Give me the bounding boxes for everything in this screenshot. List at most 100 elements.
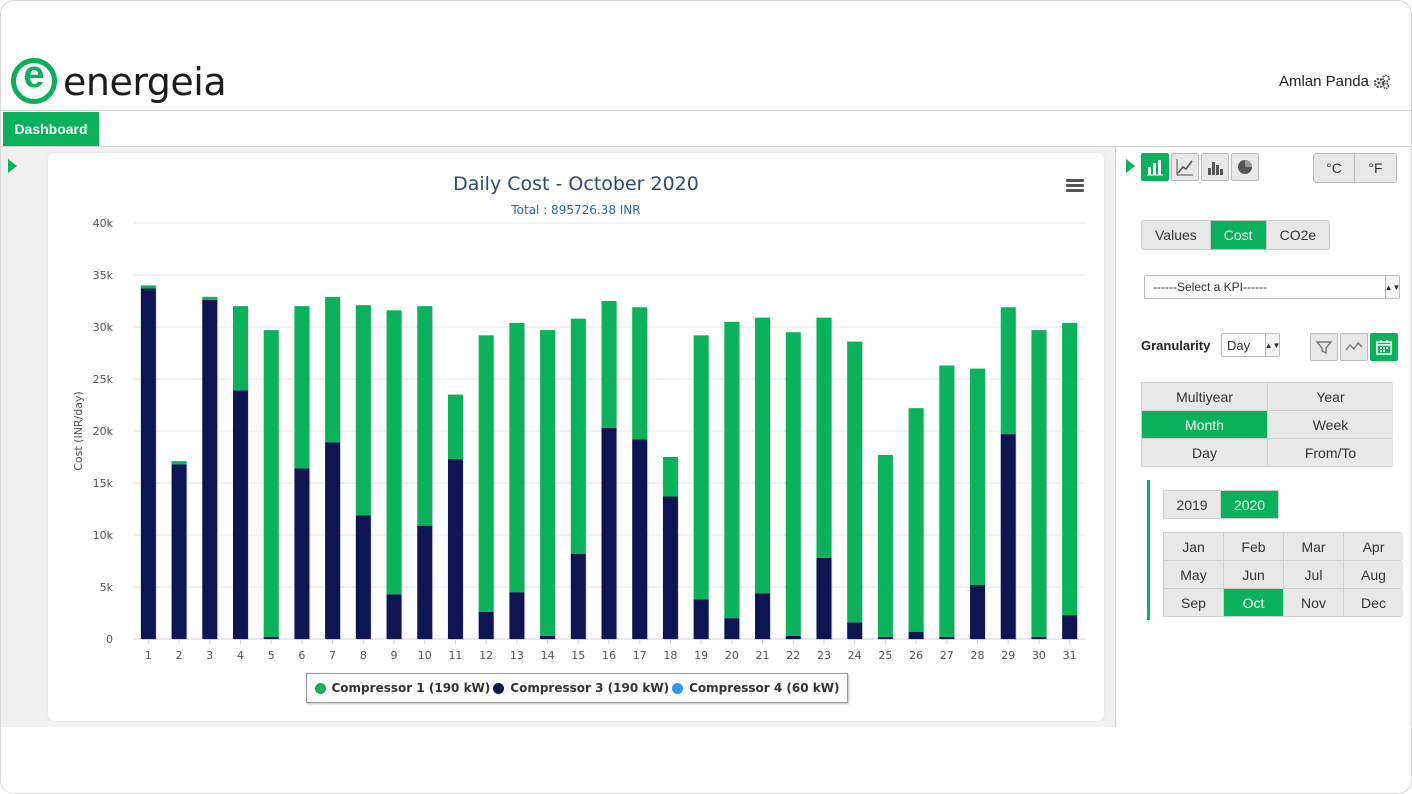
bar-segment [478, 335, 494, 612]
bar-segment [1031, 330, 1047, 637]
month-dec-button[interactable]: Dec [1344, 589, 1403, 616]
month-aug-button[interactable]: Aug [1344, 561, 1403, 588]
bar-segment [970, 584, 986, 639]
period-tab-from-to[interactable]: From/To [1268, 439, 1393, 466]
month-grid: Jan Feb Mar Apr May Jun Jul Aug Sep Oct … [1163, 532, 1403, 617]
month-jan-button[interactable]: Jan [1164, 533, 1223, 560]
bar-segment [755, 317, 771, 594]
bar-segment [386, 310, 402, 595]
chart-menu-icon[interactable] [1066, 179, 1084, 193]
x-tick-label: 10 [418, 649, 432, 662]
pie-chart-button[interactable] [1231, 153, 1259, 181]
kpi-select[interactable]: ------Select a KPI------ ▲▼ [1144, 275, 1400, 299]
bar-segment [693, 599, 709, 639]
content-area: 0 5k 10k 15k 20k 25k 30k 35k 40k Cost (INR/day) 1 2… [1, 147, 1411, 727]
month-oct-button[interactable]: Oct [1224, 589, 1283, 616]
month-feb-button[interactable]: Feb [1224, 533, 1283, 560]
bar-segment [601, 427, 617, 639]
x-tick-label: 3 [206, 649, 213, 662]
bar-segment [908, 408, 924, 632]
period-tab-week[interactable]: Week [1268, 411, 1393, 438]
calendar-button[interactable] [1370, 333, 1398, 361]
x-tick-label: 19 [694, 649, 708, 662]
bar-segment [509, 322, 525, 593]
month-nov-button[interactable]: Nov [1284, 589, 1343, 616]
bar-chart-button[interactable] [1201, 153, 1229, 181]
line-chart-icon [1176, 159, 1193, 176]
x-tick-label: 13 [510, 649, 524, 662]
line-chart-button[interactable] [1171, 153, 1199, 181]
filter-icon [1315, 341, 1333, 355]
x-tick-label: 30 [1032, 649, 1046, 662]
logo[interactable]: e energeia [11, 54, 227, 106]
month-apr-button[interactable]: Apr [1344, 533, 1403, 560]
bar-segment [140, 285, 156, 289]
stacked-bar-chart-button[interactable] [1141, 153, 1169, 181]
stacked-bar-chart-icon [1147, 160, 1163, 176]
legend-item-compressor-4[interactable]: Compressor 4 (60 kW) [672, 681, 839, 695]
side-panel-toggle-icon[interactable] [1126, 159, 1135, 173]
bar-segment [816, 317, 832, 558]
year-2020-button[interactable]: 2020 [1221, 491, 1278, 518]
filter-button[interactable] [1310, 333, 1338, 361]
period-tab-year[interactable]: Year [1268, 383, 1393, 410]
user-menu[interactable]: Amlan Panda [1279, 73, 1391, 90]
tab-cost[interactable]: Cost [1210, 221, 1267, 249]
user-name: Amlan Panda [1278, 73, 1369, 90]
x-tick-label: 25 [878, 649, 892, 662]
y-tick-label: 30k [93, 321, 114, 334]
bar-segment [1031, 636, 1047, 639]
period-tabs: Multiyear Year Month Week Day From/To [1141, 382, 1393, 467]
gears-icon [1373, 74, 1390, 89]
x-tick-label: 27 [940, 649, 954, 662]
tab-dashboard[interactable]: Dashboard [3, 112, 99, 146]
bar-segment [908, 631, 924, 639]
logo-e-icon: e [23, 54, 45, 96]
month-may-button[interactable]: May [1164, 561, 1223, 588]
month-mar-button[interactable]: Mar [1284, 533, 1343, 560]
month-sep-button[interactable]: Sep [1164, 589, 1223, 616]
y-tick-label: 15k [93, 477, 114, 490]
month-jun-button[interactable]: Jun [1224, 561, 1283, 588]
trend-button[interactable] [1340, 333, 1368, 361]
kpi-select-value: ------Select a KPI------ [1153, 280, 1267, 294]
legend-item-compressor-1[interactable]: Compressor 1 (190 kW) [314, 681, 491, 695]
y-tick-label: 0 [106, 633, 113, 646]
bar-segment [417, 306, 433, 526]
bar-segment [785, 332, 801, 636]
unit-fahrenheit-button[interactable]: °F [1355, 154, 1396, 182]
bar-segment [447, 459, 463, 639]
legend-item-compressor-3[interactable]: Compressor 3 (190 kW) [493, 681, 669, 695]
y-tick-label: 20k [93, 425, 114, 438]
bar-segment [202, 299, 218, 639]
x-tick-label: 6 [298, 649, 305, 662]
x-tick-label: 26 [909, 649, 923, 662]
bar-segment [877, 636, 893, 639]
select-arrow-icon: ▲▼ [1385, 276, 1400, 298]
x-tick-label: 23 [817, 649, 831, 662]
granularity-select[interactable]: Day ▲▼ [1221, 333, 1280, 357]
year-2019-button[interactable]: 2019 [1164, 491, 1221, 518]
chart-type-group [1141, 153, 1259, 181]
x-tick-label: 28 [971, 649, 985, 662]
y-tick-label: 35k [93, 269, 114, 282]
bar-segment [632, 439, 648, 639]
period-tab-day[interactable]: Day [1142, 439, 1267, 466]
x-tick-label: 1 [145, 649, 152, 662]
period-tab-month[interactable]: Month [1142, 411, 1267, 438]
tab-bar: Dashboard [1, 111, 1411, 147]
month-jul-button[interactable]: Jul [1284, 561, 1343, 588]
x-tick-label: 21 [756, 649, 770, 662]
bar-segment [355, 305, 371, 516]
left-panel-toggle-icon[interactable] [8, 159, 17, 173]
bar-segment [570, 553, 586, 639]
period-tab-multiyear[interactable]: Multiyear [1142, 383, 1267, 410]
granularity-value: Day [1227, 337, 1251, 353]
select-arrow-icon: ▲▼ [1265, 334, 1280, 356]
tab-co2e[interactable]: CO2e [1266, 221, 1330, 249]
legend-label: Compressor 1 (190 kW) [331, 681, 491, 695]
pie-chart-icon [1238, 160, 1252, 174]
tab-values[interactable]: Values [1142, 221, 1211, 249]
unit-celsius-button[interactable]: °C [1314, 154, 1355, 182]
y-tick-label: 5k [100, 581, 114, 594]
